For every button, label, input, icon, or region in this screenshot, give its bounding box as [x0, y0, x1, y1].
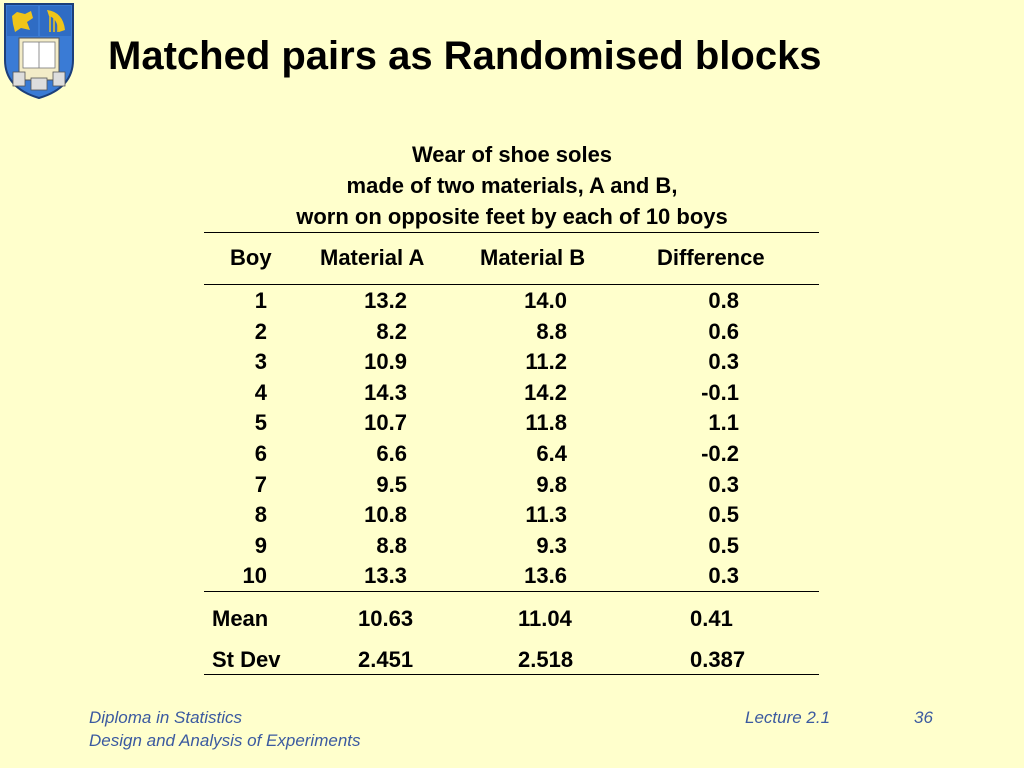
summary-label-st-dev: St Dev	[212, 647, 281, 672]
cell-boy-row-8: 8	[254, 502, 267, 528]
slide-title: Matched pairs as Randomised blocks	[108, 34, 822, 78]
cell-difference-row-1: 0.8	[708, 288, 739, 313]
cell-difference-row-4: -0.1	[701, 379, 739, 405]
cell-difference-row-6: -0.2	[701, 441, 739, 466]
caption-line-2: made of two materials, A and B,	[346, 173, 678, 198]
summary-st-dev-material-a: 2.451	[358, 647, 414, 672]
header-material-b: Material B	[480, 245, 586, 270]
cell-material-a-row-3: 10.9	[364, 349, 407, 375]
cell-difference-row-5: 1.1	[708, 410, 739, 436]
cell-difference-row-3: 0.3	[708, 349, 739, 375]
cell-boy-row-5: 5	[254, 410, 267, 436]
cell-material-a-row-5: 10.7	[364, 410, 407, 436]
cell-material-a-row-9: 8.8	[376, 532, 407, 558]
header-material-a: Material A	[320, 245, 425, 270]
cell-material-a-row-2: 8.2	[376, 318, 407, 344]
cell-difference-row-2: 0.6	[708, 318, 739, 344]
university-crest-logo	[4, 3, 74, 100]
caption-line-3: worn on opposite feet by each of 10 boys	[296, 204, 728, 229]
summary-mean-material-b: 11.04	[518, 606, 572, 631]
cell-difference-row-10: 0.3	[708, 563, 739, 589]
cell-difference-row-7: 0.3	[708, 471, 739, 497]
footer-module: Design and Analysis of Experiments	[89, 731, 361, 750]
cell-material-a-row-10: 13.3	[364, 563, 407, 589]
cell-material-a-row-7: 9.5	[376, 471, 407, 497]
cell-material-b-row-4: 14.2	[524, 379, 567, 405]
header-boy: Boy	[230, 245, 272, 270]
summary-mean-material-a: 10.63	[358, 606, 414, 631]
table-caption: Wear of shoe soles made of two materials…	[204, 139, 820, 232]
cell-material-a-row-6: 6.6	[376, 441, 407, 466]
cell-material-b-row-6: 6.4	[536, 441, 567, 466]
cell-material-b-row-2: 8.8	[536, 318, 567, 344]
cell-material-a-row-1: 13.2	[364, 288, 407, 313]
summary-label-mean: Mean	[212, 606, 269, 631]
cell-material-b-row-5: 11.8	[525, 410, 567, 436]
cell-difference-row-9: 0.5	[708, 532, 739, 558]
data-end-rule	[204, 591, 819, 592]
cell-boy-row-9: 9	[254, 532, 267, 558]
footer-course: Diploma in Statistics	[89, 708, 243, 727]
summary-st-dev-material-b: 2.518	[518, 647, 574, 672]
cell-difference-row-8: 0.5	[708, 502, 739, 528]
header-difference: Difference	[657, 245, 765, 270]
cell-boy-row-6: 6	[254, 441, 267, 466]
footer-lecture: Lecture 2.1	[745, 708, 831, 727]
cell-boy-row-2: 2	[254, 318, 267, 344]
table-top-rule	[204, 232, 819, 233]
header-rule	[204, 284, 819, 285]
cell-boy-row-3: 3	[254, 349, 267, 375]
cell-material-a-row-4: 14.3	[364, 379, 407, 405]
cell-boy-row-7: 7	[254, 471, 267, 497]
cell-boy-row-1: 1	[254, 288, 267, 313]
cell-material-b-row-9: 9.3	[536, 532, 567, 558]
cell-boy-row-10: 10	[242, 563, 267, 589]
cell-material-a-row-8: 10.8	[364, 502, 407, 528]
cell-material-b-row-3: 11.2	[525, 349, 567, 375]
cell-material-b-row-10: 13.6	[524, 563, 567, 589]
footer-page-number: 36	[914, 708, 933, 727]
summary-st-dev-difference: 0.387	[690, 647, 746, 672]
table-bottom-rule	[204, 674, 819, 675]
caption-line-1: Wear of shoe soles	[411, 142, 613, 167]
cell-material-b-row-7: 9.8	[536, 471, 567, 497]
cell-material-b-row-1: 14.0	[524, 288, 567, 313]
cell-boy-row-4: 4	[254, 379, 267, 405]
cell-material-b-row-8: 11.3	[525, 502, 567, 528]
summary-mean-difference: 0.41	[690, 606, 733, 631]
